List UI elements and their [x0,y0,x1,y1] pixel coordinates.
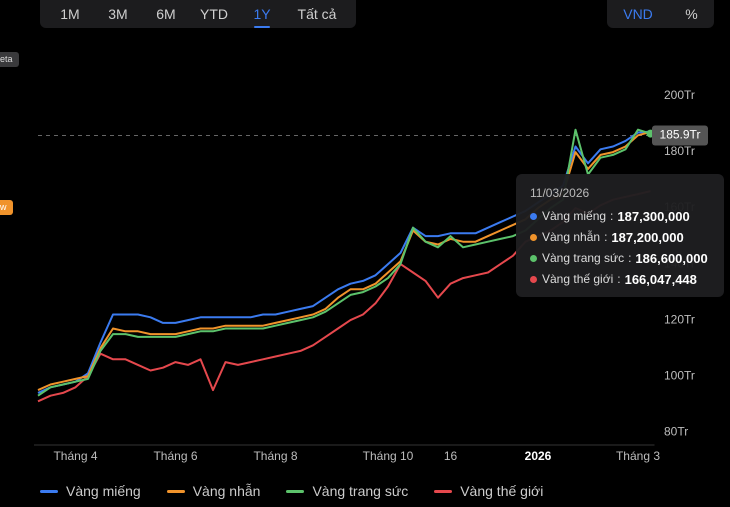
tooltip-value: 187,300,000 [617,209,690,224]
legend-item[interactable]: Vàng thế giới [434,483,543,499]
x-tick-label: Tháng 8 [253,449,297,463]
y-tick-label: 180Tr [664,144,695,158]
tooltip-row: Vàng miếng:187,300,000 [530,206,724,227]
tooltip-name: Vàng trang sức [542,251,625,265]
tooltip-dot [530,276,537,283]
x-tick-label: Tháng 3 [616,449,660,463]
unit-toolbar: VND% [607,0,714,28]
tooltip-value: 186,600,000 [635,251,708,266]
range-button[interactable]: 6M [156,6,176,22]
range-button[interactable]: 3M [108,6,128,22]
range-button[interactable]: YTD [200,6,228,22]
crosshair-label: 185.9Tr [660,128,701,142]
tooltip-separator: : [604,230,608,244]
tooltip-separator: : [610,209,614,223]
crosshair-label-bg [652,125,708,146]
tooltip-date: 11/03/2026 [530,186,590,200]
legend-swatch [286,489,305,493]
legend-item[interactable]: Vàng trang sức [286,483,408,499]
y-tick-label: 100Tr [664,368,695,382]
tooltip-name: Vàng miếng [542,209,607,223]
tooltip-value: 166,047,448 [624,272,697,287]
range-button[interactable]: 1M [60,6,80,22]
tooltip-separator: : [617,272,621,286]
side-tag: w [0,200,13,215]
y-tick-label: 80Tr [664,424,688,438]
range-button[interactable]: Tất cả [297,6,337,22]
legend-swatch [40,489,58,493]
tooltip-name: Vàng thế giới [542,272,614,286]
tooltip-value: 187,200,000 [611,230,684,245]
legend-item[interactable]: Vàng miếng [40,483,141,499]
x-tick-label: 16 [444,449,458,463]
y-tick-label: 120Tr [664,312,695,326]
tooltip-row: Vàng thế giới:166,047,448 [530,269,724,290]
range-toolbar: 1M 3M 6M YTD 1Y Tất cả [40,0,356,28]
side-tag: eta [0,52,19,67]
legend-label: Vàng thế giới [460,483,544,499]
y-tick-label: 200Tr [664,88,695,102]
tooltip-row: Vàng trang sức:186,600,000 [530,248,724,269]
tooltip-dot [530,213,537,220]
legend-swatch [434,489,453,493]
tooltip-separator: : [628,251,632,265]
tooltip: 11/03/2026 Vàng miếng:187,300,000 Vàng nh… [516,174,724,297]
tooltip-dot [530,255,537,262]
legend-swatch [166,489,185,493]
tooltip-dot [530,234,537,241]
x-tick-label: Tháng 6 [153,449,197,463]
tooltip-row: Vàng nhẫn:187,200,000 [530,227,724,248]
legend-label: Vàng nhẫn [192,483,261,499]
unit-button[interactable]: VND [623,6,653,22]
x-tick-label: Tháng 4 [53,449,97,463]
tooltip-name: Vàng nhẫn [542,230,601,244]
legend-label: Vàng miếng [66,483,141,499]
legend-item[interactable]: Vàng nhẫn [166,483,261,499]
legend: Vàng miếng Vàng nhẫn Vàng trang sức Vàng th… [40,483,543,499]
x-tick-label: 2026 [525,449,552,463]
x-tick-label: Tháng 10 [363,449,414,463]
range-button[interactable]: 1Y [238,0,286,28]
unit-button[interactable]: % [685,6,698,22]
legend-label: Vàng trang sức [312,483,409,499]
